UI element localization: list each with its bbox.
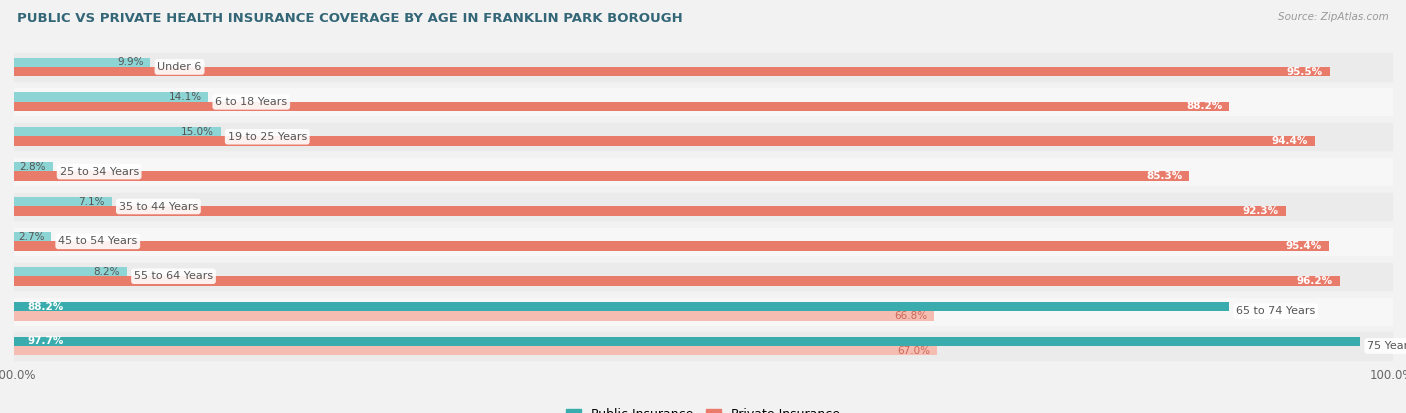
Bar xyxy=(14,162,52,172)
Text: 85.3%: 85.3% xyxy=(1146,171,1182,181)
Legend: Public Insurance, Private Insurance: Public Insurance, Private Insurance xyxy=(561,403,845,413)
Text: 67.0%: 67.0% xyxy=(897,346,931,356)
Text: 65 to 74 Years: 65 to 74 Years xyxy=(1236,306,1316,316)
Text: 75 Years and over: 75 Years and over xyxy=(1367,341,1406,351)
Text: 94.4%: 94.4% xyxy=(1271,136,1308,146)
Text: 2.8%: 2.8% xyxy=(20,162,46,172)
Bar xyxy=(14,102,1229,111)
Bar xyxy=(14,88,1392,116)
Text: 2.7%: 2.7% xyxy=(18,232,45,242)
Bar xyxy=(14,93,208,102)
Text: 97.7%: 97.7% xyxy=(28,337,65,347)
Text: 88.2%: 88.2% xyxy=(1187,102,1222,112)
Bar xyxy=(14,302,1229,311)
Bar xyxy=(14,263,1392,290)
Bar xyxy=(14,66,1330,76)
Bar xyxy=(14,158,1392,185)
Bar xyxy=(14,332,1392,360)
Text: 9.9%: 9.9% xyxy=(117,57,143,67)
Text: 14.1%: 14.1% xyxy=(169,93,201,102)
Text: 15.0%: 15.0% xyxy=(181,127,214,137)
Text: Source: ZipAtlas.com: Source: ZipAtlas.com xyxy=(1278,12,1389,22)
Text: 19 to 25 Years: 19 to 25 Years xyxy=(228,132,307,142)
Text: 7.1%: 7.1% xyxy=(79,197,105,207)
Bar xyxy=(14,241,1329,251)
Text: PUBLIC VS PRIVATE HEALTH INSURANCE COVERAGE BY AGE IN FRANKLIN PARK BOROUGH: PUBLIC VS PRIVATE HEALTH INSURANCE COVER… xyxy=(17,12,683,25)
Bar xyxy=(14,53,1392,81)
Text: Under 6: Under 6 xyxy=(157,62,201,72)
Bar xyxy=(14,276,1340,286)
Bar xyxy=(14,171,1189,181)
Text: 88.2%: 88.2% xyxy=(28,301,65,311)
Bar xyxy=(14,123,1392,150)
Text: 92.3%: 92.3% xyxy=(1243,206,1279,216)
Text: 45 to 54 Years: 45 to 54 Years xyxy=(58,236,138,247)
Text: 66.8%: 66.8% xyxy=(894,311,928,320)
Bar xyxy=(14,297,1392,325)
Text: 6 to 18 Years: 6 to 18 Years xyxy=(215,97,287,107)
Text: 25 to 34 Years: 25 to 34 Years xyxy=(59,166,139,177)
Bar xyxy=(14,346,938,356)
Bar xyxy=(14,197,112,207)
Bar xyxy=(14,127,221,137)
Text: 8.2%: 8.2% xyxy=(94,267,120,277)
Text: 95.5%: 95.5% xyxy=(1286,66,1323,76)
Text: 96.2%: 96.2% xyxy=(1296,276,1333,286)
Text: 95.4%: 95.4% xyxy=(1285,241,1322,251)
Bar xyxy=(14,57,150,67)
Bar xyxy=(14,267,127,277)
Bar xyxy=(14,193,1392,220)
Bar xyxy=(14,337,1360,347)
Bar xyxy=(14,311,935,320)
Bar xyxy=(14,206,1286,216)
Text: 55 to 64 Years: 55 to 64 Years xyxy=(134,271,214,281)
Bar xyxy=(14,228,1392,255)
Bar xyxy=(14,232,51,242)
Text: 35 to 44 Years: 35 to 44 Years xyxy=(118,202,198,211)
Bar xyxy=(14,136,1315,146)
